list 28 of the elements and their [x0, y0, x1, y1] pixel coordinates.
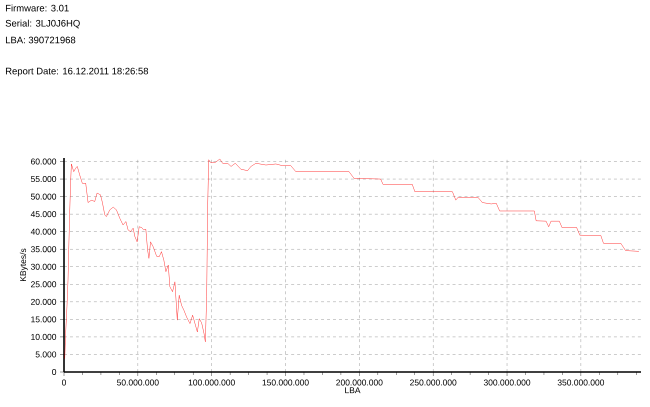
y-tick-label: 50.000: [30, 194, 56, 200]
x-tick-label: 200.000.000: [336, 380, 383, 386]
y-tick-label: 40.000: [30, 228, 56, 235]
x-tick-label: 50.000.000: [116, 380, 159, 386]
x-axis-title: LBA: [345, 387, 360, 394]
y-tick-label: 10.000: [31, 334, 56, 340]
y-tick-label: 45.000: [30, 211, 56, 218]
y-tick-label: 25.000: [31, 281, 56, 288]
text: Serial: 3LJ0J6HQ: [6, 20, 80, 28]
x-tick-label: 150.000.000: [262, 380, 309, 386]
x-tick-label: 250.000.000: [410, 380, 456, 386]
y-tick-label: 20.000: [31, 298, 56, 305]
y-tick-label: 0: [52, 369, 56, 375]
text: Firmware: 3.01: [6, 4, 69, 12]
y-axis-title: KBytes/s: [20, 248, 28, 282]
y-tick-label: 60.000: [31, 158, 56, 165]
y-tick-label: 15.000: [31, 316, 56, 322]
text: Report Date: 16.12.2011 18:26:58: [6, 68, 148, 76]
x-tick-label: 100.000.000: [188, 380, 235, 386]
x-tick-label: 0: [62, 380, 66, 386]
y-tick-label: 30.000: [30, 264, 56, 270]
y-tick-label: 55.000: [30, 176, 56, 182]
x-tick-label: 350.000.000: [558, 380, 604, 386]
y-tick-label: 5.000: [36, 351, 56, 358]
y-tick-label: 35.000: [30, 246, 56, 252]
text: LBA: 390721968: [6, 36, 76, 44]
x-tick-label: 300.000.000: [484, 380, 530, 386]
line-series: [64, 158, 640, 359]
